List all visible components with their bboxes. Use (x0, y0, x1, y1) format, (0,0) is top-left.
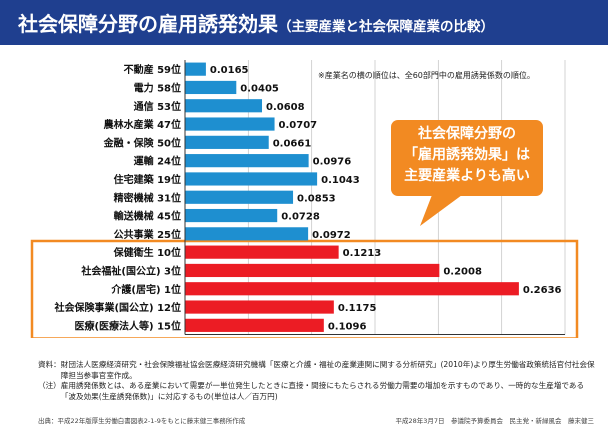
callout-pointer (420, 195, 462, 226)
bar (185, 190, 294, 204)
highlight-frame (30, 239, 579, 338)
value-label: 0.0405 (240, 83, 279, 94)
bar (185, 135, 269, 149)
category-label: 金融・保険 50位 (103, 136, 181, 149)
bar (185, 99, 263, 113)
footnote-label: （注） (38, 381, 61, 390)
category-label: 保健衛生 10位 (113, 246, 181, 259)
category-label: 輸送機械 45位 (114, 210, 181, 223)
value-label: 0.0661 (273, 138, 312, 149)
footnote-text: 雇用誘発係数とは、ある産業において需要が一単位発生したときに直接・間接にもたらさ… (60, 381, 585, 401)
footnote-label: 資料： (38, 360, 61, 369)
value-label: 0.0165 (210, 65, 249, 76)
value-label: 0.2636 (523, 285, 562, 296)
bar (185, 80, 237, 95)
category-label: 社会保険事業(国公立) 12位 (53, 301, 181, 314)
value-label: 0.0608 (266, 102, 305, 113)
category-label: 社会福祉(国公立) 3位 (80, 264, 181, 277)
value-label: 0.0972 (312, 230, 351, 241)
category-label: 医療(医療法人等) 15位 (74, 319, 181, 332)
value-label: 0.0707 (279, 120, 318, 131)
footnotes: 資料： 財団法人医療経済研究・社会保険福祉協会医療経済研究機構「医療と介護・福祉… (38, 360, 598, 402)
source-line: 出典：平成22年版厚生労働白書図表2-1-9をもとに藤末健三事務所作成 (38, 417, 246, 425)
value-label: 0.1175 (338, 303, 377, 314)
rank-note: ※産業名の横の順位は、全60部門中の雇用誘発係数の順位。 (318, 71, 535, 80)
bar (185, 208, 278, 223)
highlight-callout: 社会保障分野の 「雇用誘発効果」は 主要産業よりも高い (391, 120, 543, 196)
bar (185, 282, 519, 296)
bar (185, 300, 334, 314)
category-label: 住宅建築 19位 (114, 173, 181, 186)
value-label: 0.0728 (281, 212, 320, 223)
category-label: 農林水産業 47位 (104, 118, 181, 131)
bar (185, 172, 318, 186)
category-label: 運輸 24位 (134, 155, 181, 168)
footnote-text: 財団法人医療経済研究・社会保険福祉協会医療経済研究機構「医療と介護・福祉の産業連… (60, 360, 595, 380)
bar (185, 245, 339, 259)
value-label: 0.0976 (313, 157, 352, 168)
title-main: 社会保障分野の雇用誘発効果 (18, 12, 278, 36)
value-label: 0.0853 (297, 193, 336, 204)
bar (185, 62, 206, 76)
category-label: 通信 53位 (134, 100, 181, 113)
bar (185, 117, 275, 131)
category-label: 介護(居宅) 1位 (110, 283, 181, 296)
bar (185, 263, 440, 278)
value-label: 0.2008 (443, 266, 482, 277)
category-label: 精密機械 31位 (114, 191, 181, 204)
callout-line-2: 「雇用誘発効果」は (404, 147, 530, 163)
category-label: 電力 58位 (134, 81, 181, 94)
value-label: 0.1043 (321, 175, 360, 186)
bar-chart: 不動産 59位 0.0165 電力 58位 0.0405 通信 53位 0.0608 農林水… (30, 60, 579, 338)
bar (185, 227, 309, 241)
credit-line: 平成28年3月7日 参議院予算委員会 民主党・新緑風会 藤末健三 (395, 417, 594, 425)
page-title: 社会保障分野の雇用誘発効果（主要産業と社会保障産業の比較） (18, 8, 494, 37)
title-sub: （主要産業と社会保障産業の比較） (278, 19, 494, 35)
callout-line-1: 社会保障分野の (418, 126, 516, 142)
title-bar (0, 0, 608, 45)
footnote-source: 資料： 財団法人医療経済研究・社会保険福祉協会医療経済研究機構「医療と介護・福祉… (38, 360, 598, 381)
callout-line-3: 主要産業よりも高い (404, 168, 530, 184)
bar (185, 154, 309, 168)
value-label: 0.1096 (328, 321, 367, 332)
category-label: 公共事業 25位 (114, 228, 181, 241)
footnote-note: （注） 雇用誘発係数とは、ある産業において需要が一単位発生したときに直接・間接に… (38, 381, 598, 402)
value-label: 0.1213 (343, 248, 382, 259)
bar (185, 318, 324, 332)
category-label: 不動産 59位 (124, 63, 181, 76)
